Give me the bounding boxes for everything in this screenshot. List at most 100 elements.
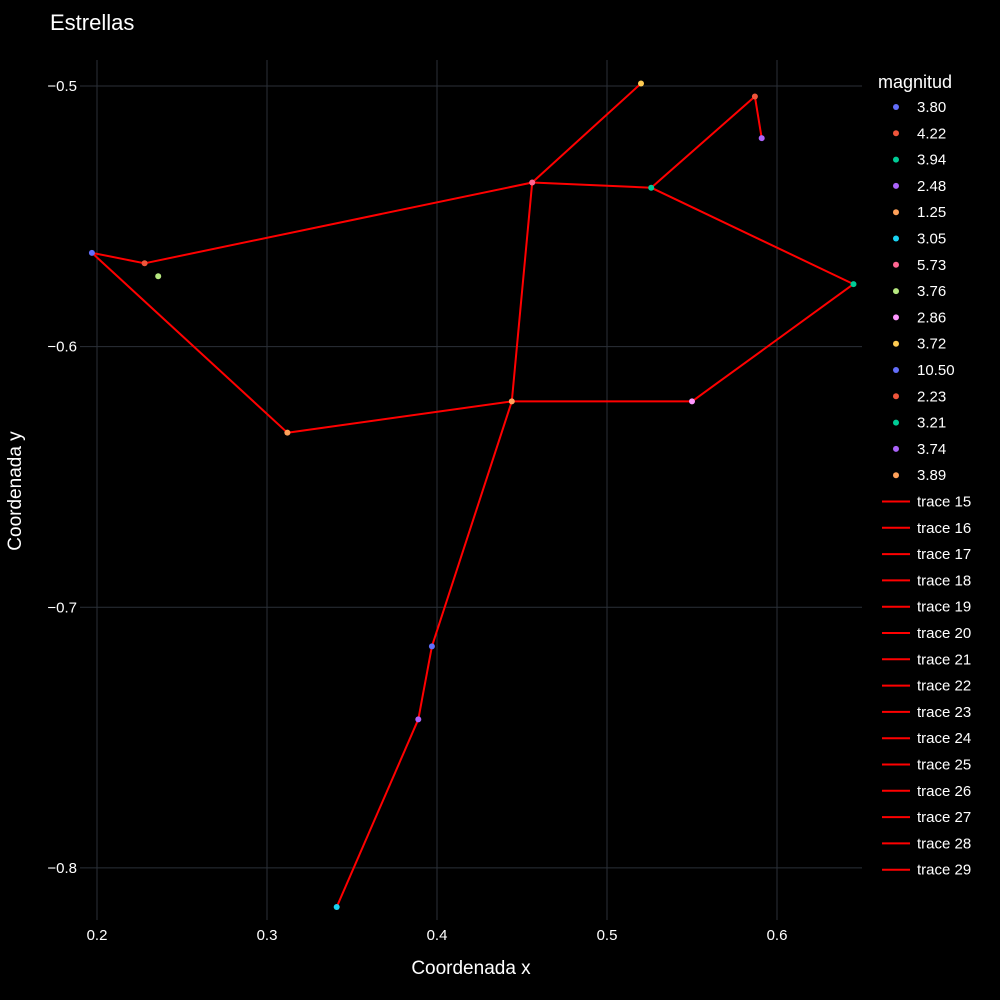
line-trace[interactable] — [691, 283, 855, 403]
star-point[interactable] — [648, 184, 655, 191]
line-trace[interactable] — [430, 401, 513, 647]
star-point[interactable] — [689, 398, 695, 405]
legend-item[interactable]: 3.72 — [893, 336, 946, 353]
x-axis-title: Coordenada x — [411, 958, 531, 979]
line-trace[interactable] — [753, 96, 763, 139]
line-trace[interactable] — [510, 182, 534, 402]
legend-item[interactable]: trace 16 — [882, 520, 971, 537]
star-point[interactable] — [88, 249, 95, 256]
y-axis-title: Coordenada y — [5, 431, 26, 551]
legend-marker — [893, 104, 899, 110]
star-point[interactable] — [333, 903, 340, 910]
legend-item[interactable]: 2.23 — [893, 388, 946, 405]
legend-item[interactable]: trace 22 — [882, 678, 971, 695]
line-trace[interactable] — [650, 186, 854, 286]
star-point[interactable] — [529, 179, 536, 186]
legend-marker — [893, 288, 899, 295]
legend-label: 2.86 — [917, 309, 946, 326]
y-tick-label: −0.6 — [47, 339, 77, 356]
y-tick-label: −0.7 — [47, 599, 77, 616]
legend-item[interactable]: 3.76 — [893, 283, 946, 300]
legend-item[interactable]: 5.73 — [893, 257, 946, 274]
legend-item[interactable]: 2.86 — [893, 309, 946, 326]
star-point[interactable] — [508, 398, 515, 405]
star-point[interactable] — [155, 273, 162, 280]
chart-title: Estrellas — [50, 10, 134, 35]
legend-label: trace 21 — [917, 651, 971, 668]
legend-item[interactable]: 1.25 — [893, 204, 946, 221]
legend-label: trace 19 — [917, 599, 971, 616]
legend-item[interactable]: trace 17 — [882, 546, 971, 563]
legend-item[interactable]: 2.48 — [893, 178, 946, 195]
legend-item[interactable]: 3.80 — [893, 99, 946, 116]
legend-label: trace 16 — [917, 520, 971, 537]
legend-label: 3.21 — [917, 415, 946, 432]
line-traces — [91, 82, 855, 908]
legend-item[interactable]: trace 19 — [882, 599, 971, 616]
legend-label: trace 20 — [917, 625, 971, 642]
legend-marker — [893, 393, 899, 400]
legend-item[interactable]: 10.50 — [893, 362, 955, 379]
legend-marker — [893, 419, 899, 426]
legend-item[interactable]: trace 15 — [882, 494, 971, 511]
tick-labels: 0.2 0.3 0.4 0.5 0.6 −0.5 −0.6 −0.7 −0.8 — [47, 78, 787, 944]
x-tick-label: 0.4 — [427, 927, 448, 944]
legend-item[interactable]: trace 24 — [882, 730, 971, 747]
legend-title: magnitud — [878, 72, 952, 92]
legend-item[interactable]: trace 21 — [882, 651, 971, 668]
legend-item[interactable]: trace 20 — [882, 625, 971, 642]
line-trace[interactable] — [335, 718, 420, 908]
legend-item[interactable]: trace 26 — [882, 783, 971, 800]
y-tick-label: −0.8 — [47, 860, 77, 877]
line-trace[interactable] — [531, 82, 642, 184]
legend-label: 3.89 — [917, 467, 946, 484]
legend-label: trace 26 — [917, 783, 971, 800]
line-trace[interactable] — [287, 400, 512, 434]
legend-marker — [893, 209, 899, 216]
legend-label: 1.25 — [917, 204, 946, 221]
line-trace[interactable] — [91, 251, 145, 265]
star-point[interactable] — [428, 643, 435, 650]
star-point[interactable] — [284, 429, 291, 436]
legend-item[interactable]: 3.89 — [893, 467, 946, 484]
line-trace[interactable] — [532, 181, 652, 189]
legend-label: trace 28 — [917, 835, 971, 852]
legend-label: 3.05 — [917, 231, 946, 248]
legend: magnitud 3.80 4.22 3.94 2.48 1.25 3.05 5.73 3.7… — [878, 72, 971, 879]
legend-item[interactable]: 3.94 — [893, 152, 946, 169]
star-point[interactable] — [751, 93, 758, 100]
legend-item[interactable]: 3.05 — [893, 231, 946, 248]
line-trace[interactable] — [417, 646, 433, 720]
line-trace[interactable] — [144, 181, 533, 265]
legend-item[interactable]: trace 27 — [882, 809, 971, 826]
line-trace[interactable] — [91, 252, 289, 434]
legend-label: trace 24 — [917, 730, 971, 747]
star-point[interactable] — [850, 281, 857, 288]
legend-label: 5.73 — [917, 257, 946, 274]
star-point[interactable] — [415, 716, 422, 723]
legend-label: 3.80 — [917, 99, 946, 116]
legend-item[interactable]: 3.21 — [893, 415, 946, 432]
legend-marker — [893, 445, 899, 452]
legend-label: trace 17 — [917, 546, 971, 563]
legend-item[interactable]: trace 23 — [882, 704, 971, 721]
legend-item[interactable]: trace 28 — [882, 835, 971, 852]
legend-label: 3.94 — [917, 152, 946, 169]
legend-label: trace 18 — [917, 572, 971, 589]
x-tick-label: 0.3 — [257, 927, 278, 944]
legend-marker — [893, 130, 899, 137]
legend-label: trace 25 — [917, 757, 971, 774]
legend-label: 3.72 — [917, 336, 946, 353]
line-trace[interactable] — [650, 95, 756, 189]
star-points — [88, 80, 857, 910]
legend-item[interactable]: trace 29 — [882, 862, 971, 879]
star-point[interactable] — [141, 260, 148, 267]
legend-item[interactable]: 4.22 — [893, 125, 946, 142]
legend-item[interactable]: trace 18 — [882, 572, 971, 589]
legend-item[interactable]: trace 25 — [882, 757, 971, 774]
legend-item[interactable]: 3.74 — [893, 441, 946, 458]
star-point[interactable] — [758, 135, 765, 142]
star-point[interactable] — [638, 80, 644, 87]
x-tick-label: 0.2 — [87, 927, 108, 944]
